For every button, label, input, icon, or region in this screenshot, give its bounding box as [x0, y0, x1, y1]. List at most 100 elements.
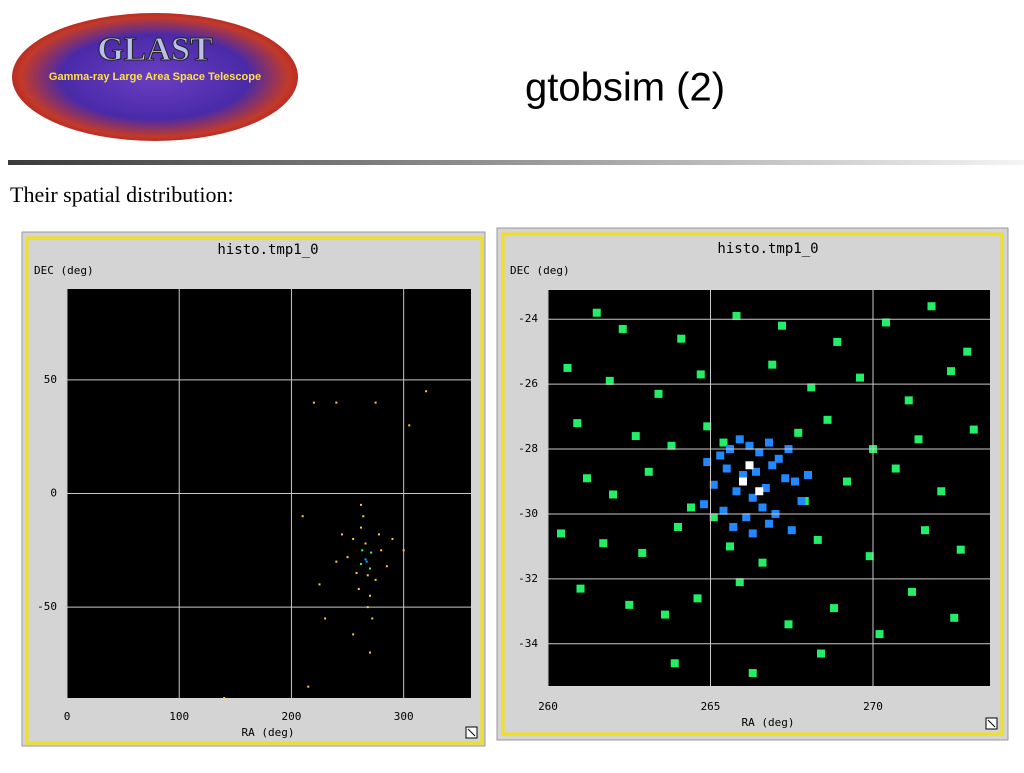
data-point	[794, 428, 803, 437]
data-point	[778, 321, 786, 330]
data-point	[722, 464, 731, 473]
data-point	[318, 583, 321, 586]
data-point	[817, 649, 825, 658]
plot-title: histo.tmp1_0	[717, 241, 818, 257]
x-tick-label: 265	[701, 700, 721, 713]
x-tick-label: 300	[394, 710, 414, 723]
title-rule	[8, 160, 1024, 165]
data-point	[956, 545, 965, 554]
data-point	[752, 467, 760, 476]
data-point	[768, 461, 777, 470]
data-point	[784, 620, 793, 629]
data-point	[703, 422, 712, 431]
data-point	[563, 363, 572, 372]
data-point	[787, 526, 796, 535]
data-point	[865, 552, 874, 561]
data-point	[301, 515, 304, 518]
data-point	[335, 560, 338, 563]
data-point	[362, 515, 365, 518]
y-tick-label: -28	[518, 442, 538, 455]
data-point	[223, 697, 226, 699]
data-point	[638, 548, 647, 557]
data-point	[573, 419, 582, 428]
data-point	[557, 529, 565, 538]
data-point	[768, 360, 777, 369]
data-point	[369, 594, 371, 597]
data-point	[765, 438, 773, 447]
data-point	[963, 347, 972, 356]
y-tick-label: -34	[518, 637, 538, 650]
data-point	[307, 685, 310, 688]
data-point	[950, 613, 959, 622]
data-point	[761, 484, 770, 492]
data-point	[709, 480, 718, 489]
data-point	[335, 401, 338, 404]
data-point	[755, 448, 764, 457]
data-point	[346, 556, 349, 559]
y-axis-label: DEC (deg)	[510, 264, 570, 277]
data-point	[703, 458, 712, 467]
y-tick-label: -26	[518, 377, 538, 390]
data-point	[719, 506, 728, 515]
data-point	[726, 542, 734, 551]
data-point	[739, 477, 747, 486]
data-point	[355, 572, 358, 575]
data-point	[377, 533, 380, 536]
y-axis-label: DEC (deg)	[34, 264, 94, 277]
data-point	[605, 376, 614, 385]
x-tick-label: 100	[169, 710, 189, 723]
resize-icon	[987, 719, 996, 728]
data-point	[748, 529, 757, 538]
data-point	[371, 617, 374, 620]
data-point	[599, 539, 608, 548]
data-point	[631, 432, 640, 441]
data-point	[667, 441, 676, 450]
data-point	[969, 425, 978, 434]
data-point	[661, 610, 669, 619]
data-point	[357, 587, 360, 590]
data-point	[625, 600, 634, 609]
data-point	[696, 370, 705, 379]
data-point	[927, 302, 936, 311]
y-tick-label: -24	[518, 312, 538, 325]
data-point	[700, 500, 708, 509]
data-point	[369, 567, 371, 570]
data-point	[709, 513, 718, 522]
data-point	[716, 451, 725, 460]
data-point	[804, 471, 812, 480]
data-point	[748, 493, 757, 502]
data-point	[687, 503, 695, 512]
data-point	[904, 396, 913, 405]
data-point	[583, 474, 591, 483]
x-axis-label: RA (deg)	[242, 726, 295, 739]
data-point	[891, 464, 900, 473]
data-point	[735, 435, 744, 444]
slide-title: gtobsim (2)	[525, 66, 725, 110]
y-tick-label: 0	[50, 487, 57, 500]
data-point	[823, 415, 832, 424]
data-point	[370, 551, 373, 554]
x-axis-label: RA (deg)	[742, 716, 795, 729]
data-point	[576, 584, 585, 593]
data-point	[914, 435, 923, 444]
data-point	[882, 318, 890, 327]
data-point	[732, 487, 741, 496]
data-point	[732, 311, 741, 320]
data-point	[755, 487, 764, 496]
x-tick-label: 260	[538, 700, 558, 713]
data-point	[352, 537, 355, 540]
data-point	[781, 474, 790, 483]
data-point	[385, 565, 388, 568]
data-point	[408, 424, 411, 427]
data-point	[947, 367, 955, 376]
data-point	[609, 490, 617, 499]
data-point	[807, 383, 816, 392]
data-point	[774, 454, 783, 463]
data-point	[693, 594, 702, 603]
y-tick-label: -32	[518, 572, 538, 585]
data-point	[739, 471, 747, 480]
data-point	[937, 487, 946, 496]
data-point	[360, 503, 363, 506]
